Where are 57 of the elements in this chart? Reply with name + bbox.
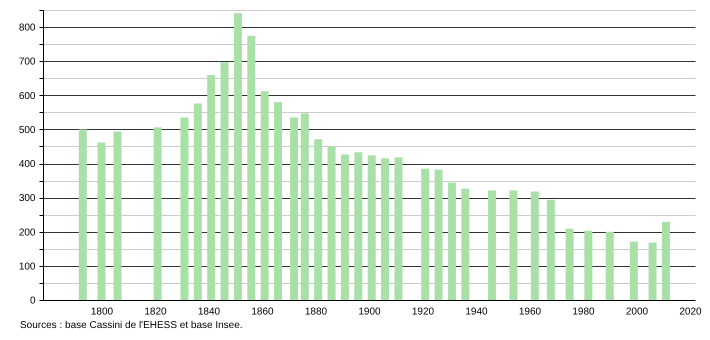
bar: [194, 103, 202, 300]
bar: [207, 75, 216, 300]
bar: [274, 102, 282, 300]
bar: [314, 139, 322, 300]
bar: [234, 13, 242, 300]
bar: [78, 129, 87, 300]
x-tick-label: 1800: [90, 306, 114, 318]
x-tick-label: 2000: [626, 306, 649, 318]
bar: [488, 190, 496, 300]
y-tick-label: 200: [18, 227, 36, 238]
bar: [340, 154, 349, 300]
bar: [328, 146, 336, 300]
bar: [247, 36, 256, 300]
bar: [354, 152, 362, 300]
y-tick-label: 800: [18, 22, 36, 34]
y-tick-label: 300: [18, 193, 36, 204]
bar: [648, 242, 657, 300]
bar: [546, 200, 555, 300]
x-tick-label: 1920: [412, 306, 435, 318]
bar: [461, 188, 470, 300]
y-tick-label: 400: [18, 159, 36, 170]
bar: [394, 157, 402, 300]
bar: [98, 142, 106, 300]
bar: [606, 232, 614, 300]
bar: [584, 230, 592, 300]
y-tick-label: 0: [30, 296, 36, 306]
bar: [448, 182, 456, 300]
bar: [220, 62, 229, 300]
y-tick-label: 100: [18, 261, 36, 272]
bar: [566, 228, 574, 300]
x-tick-label: 1940: [465, 306, 488, 318]
y-tick-label: 600: [18, 90, 36, 102]
bar: [180, 117, 188, 300]
bar: [509, 190, 518, 300]
bar: [381, 158, 390, 300]
bar: [434, 170, 443, 300]
x-tick-label: 2020: [679, 306, 702, 318]
bar: [421, 168, 430, 300]
x-tick-label: 1960: [518, 306, 542, 318]
bar: [530, 192, 539, 300]
bar: [154, 127, 162, 300]
x-tick-label: 1880: [304, 306, 328, 318]
y-tick-label: 700: [18, 56, 36, 68]
x-tick-label: 1900: [358, 306, 382, 318]
x-tick-label: 1980: [572, 306, 596, 318]
x-tick-label: 1840: [198, 306, 221, 318]
bar: [630, 242, 638, 300]
bar: [368, 155, 376, 300]
bar: [300, 113, 309, 300]
x-tick-label: 1820: [144, 306, 168, 318]
bar: [114, 131, 122, 300]
bar: [662, 222, 670, 300]
bar: [260, 91, 269, 300]
bar: [290, 117, 298, 300]
x-tick-label: 1860: [251, 306, 274, 318]
y-tick-label: 500: [18, 124, 36, 136]
source-note: Sources : base Cassini de l'EHESS et base Insee.: [20, 320, 243, 331]
